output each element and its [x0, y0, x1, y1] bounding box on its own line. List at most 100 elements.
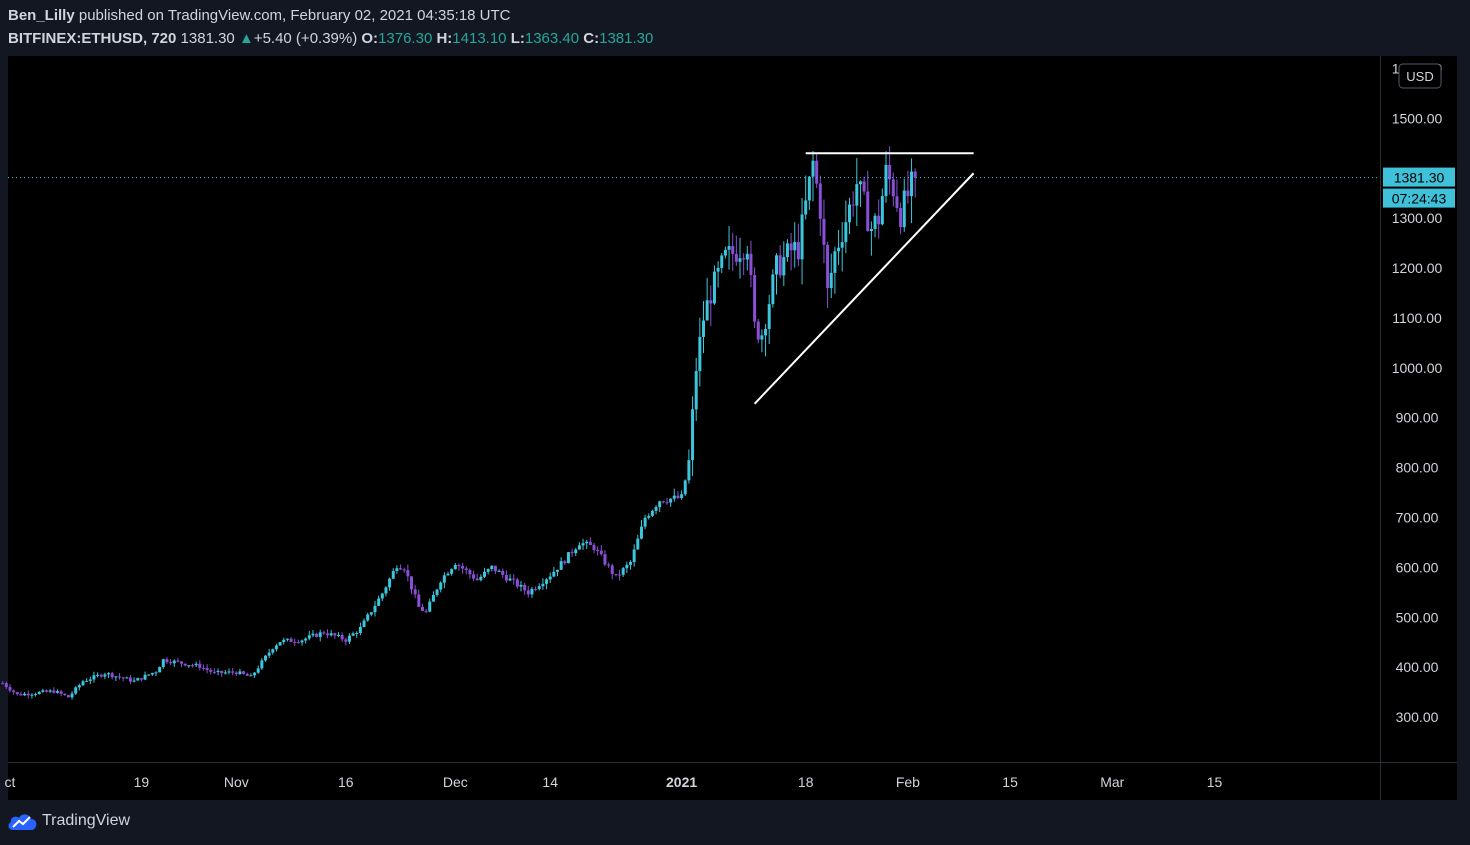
candle-body: [709, 300, 713, 304]
time-tick-label: Mar: [1100, 774, 1124, 790]
candle-body: [143, 674, 147, 680]
candle-body: [223, 672, 227, 674]
candle-body: [508, 578, 512, 581]
open-value: 1376.30: [378, 30, 433, 47]
candle-body: [296, 642, 300, 644]
time-tick-label: 15: [1207, 774, 1223, 790]
candle-body: [523, 584, 527, 591]
candle-body: [435, 589, 439, 596]
candle-body: [837, 247, 841, 252]
annotations-layer[interactable]: [753, 152, 975, 405]
candle-body: [869, 228, 873, 232]
candle-body: [231, 671, 235, 673]
tradingview-logo[interactable]: TradingView: [6, 810, 130, 832]
candle-body: [756, 321, 760, 340]
candle-body: [424, 610, 428, 612]
candle-body: [260, 660, 264, 669]
countdown-text: 07:24:43: [1392, 191, 1447, 207]
time-tick-label: 19: [134, 774, 150, 790]
price-tick-label: 800.00: [1396, 460, 1439, 476]
candle-body: [888, 164, 892, 180]
symbol-label[interactable]: BITFINEX:ETHUSD, 720: [8, 30, 177, 47]
candle-body: [125, 677, 129, 679]
candle-body: [618, 574, 622, 576]
close-label: C:: [583, 30, 600, 47]
candle-body: [420, 606, 424, 611]
candle-body: [45, 690, 48, 692]
candle-body: [180, 661, 184, 664]
price-tick-label: 900.00: [1396, 410, 1439, 426]
candle-body: [26, 693, 30, 696]
time-axis[interactable]: ct 19 Nov 16 Dec 14 2021 18 Feb 15 Mar 15: [5, 774, 1223, 790]
candle-body: [599, 550, 603, 555]
candle-body: [48, 690, 52, 692]
candle-body: [212, 671, 216, 673]
candle-body: [723, 249, 727, 256]
candle-body: [851, 204, 855, 206]
candle-body: [537, 586, 541, 590]
time-tick-label: 16: [338, 774, 354, 790]
candle-body: [85, 680, 89, 682]
candle-body: [238, 671, 242, 675]
left-margin: [0, 56, 8, 800]
candle-body: [428, 601, 432, 612]
candle-body: [136, 678, 140, 681]
candle-body: [475, 578, 479, 581]
currency-badge[interactable]: [1398, 63, 1442, 89]
candle-body: [519, 584, 523, 587]
candle-body: [340, 634, 344, 640]
price-axis[interactable]: 300.00 400.00 500.00 600.00 700.00 800.00 900.…: [1392, 60, 1443, 725]
candle-body: [694, 371, 698, 410]
candle-body: [844, 222, 848, 243]
price-tick-label: 300.00: [1396, 709, 1439, 725]
candle-body: [15, 692, 19, 695]
candle-body: [300, 640, 304, 643]
candle-body: [913, 171, 917, 178]
candle-body: [676, 495, 680, 498]
candle-body: [683, 480, 687, 495]
candle-body: [585, 541, 589, 544]
candle-body: [581, 543, 585, 546]
candle-body: [147, 674, 151, 676]
candle-body: [8, 687, 12, 691]
low-value: 1363.40: [524, 30, 580, 47]
candle-body: [373, 605, 377, 613]
candle-body: [563, 561, 567, 564]
candle-body: [534, 588, 538, 590]
candle-body: [107, 673, 111, 675]
candle-body: [198, 663, 202, 668]
candle-body: [698, 336, 702, 372]
candle-body: [457, 565, 461, 567]
candle-body: [337, 634, 340, 636]
candle-body: [161, 659, 165, 668]
up-triangle-icon: ▲: [238, 30, 254, 47]
candle-body: [548, 576, 552, 580]
candle-body: [431, 595, 435, 602]
candle-body: [66, 695, 70, 698]
candle-body: [110, 673, 114, 678]
candle-body: [767, 304, 771, 329]
candle-body: [318, 632, 322, 637]
price-tick-label: 1200.00: [1392, 260, 1443, 276]
candle-body: [311, 633, 315, 636]
candle-body: [358, 626, 362, 634]
candle-body: [848, 204, 851, 223]
candle-body: [884, 164, 888, 197]
candle-body: [99, 674, 103, 677]
candle-body: [658, 501, 662, 508]
candle-body: [720, 255, 724, 268]
candle-body: [610, 565, 614, 575]
candle-body: [588, 541, 592, 546]
author-name[interactable]: Ben_Lilly: [8, 7, 75, 24]
candle-body: [899, 207, 903, 228]
candle-body: [96, 674, 100, 676]
candle-body: [216, 670, 220, 672]
high-value: 1413.10: [452, 30, 507, 47]
candle-body: [785, 243, 789, 258]
candle-body: [793, 242, 797, 251]
candle-body: [209, 669, 213, 672]
candle-body: [880, 196, 884, 225]
candle-body: [661, 501, 665, 503]
candle-body: [702, 320, 705, 337]
